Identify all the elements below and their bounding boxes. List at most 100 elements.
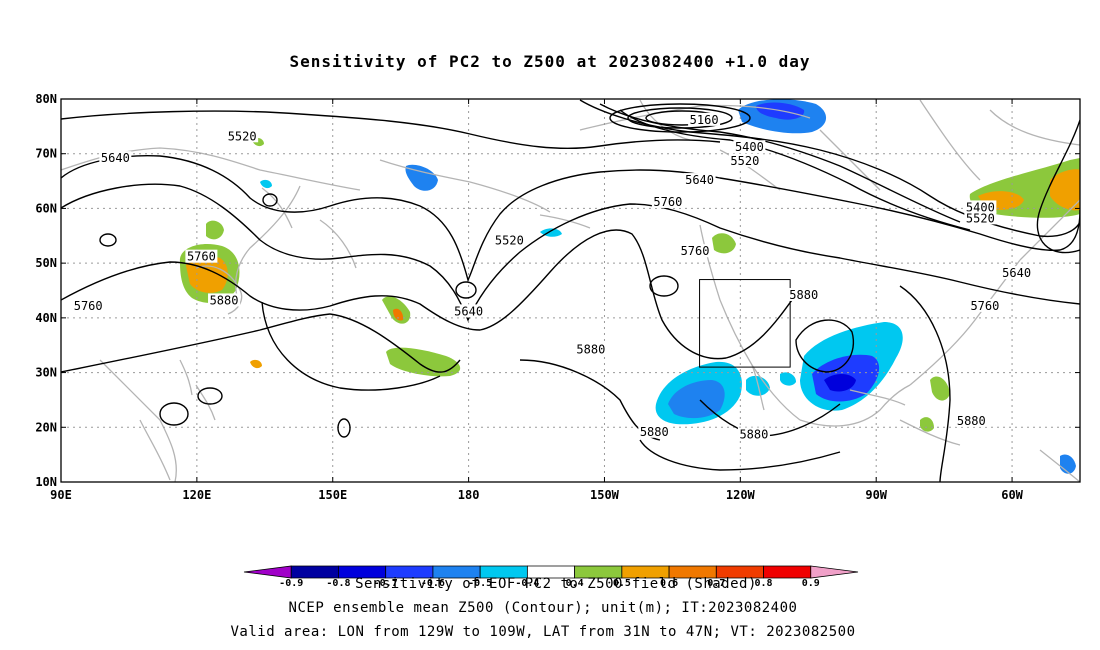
contour-label: 5520 — [966, 211, 995, 225]
colorbar-label: 0.8 — [755, 578, 773, 589]
contour-label: 5760 — [970, 299, 999, 313]
coastline-segment — [919, 99, 981, 181]
coastline-segment — [235, 185, 301, 301]
contour-label-bg — [728, 153, 761, 167]
contour-line — [619, 109, 971, 231]
lat-tick-label: 30N — [35, 366, 57, 380]
coastline-segment — [819, 129, 881, 191]
contour-label-bg — [452, 304, 485, 318]
contour-closed — [455, 281, 477, 299]
contour-closed — [649, 275, 679, 297]
colorbar-label: 0.9 — [802, 578, 820, 589]
contour-label-bg — [99, 151, 132, 165]
contour-label: 5640 — [454, 304, 483, 318]
coastline-segment — [579, 104, 811, 131]
contour-labels: 5520564055205160540055205640576057605760… — [72, 112, 1033, 441]
contour-closed — [159, 402, 189, 426]
sensitivity-region — [756, 102, 805, 120]
contour-label-bg — [493, 233, 526, 247]
contour-line — [61, 110, 721, 150]
sensitivity-region — [780, 372, 796, 386]
sensitivity-region — [668, 380, 725, 419]
sensitivity-region — [930, 376, 950, 401]
coastline-segment — [719, 149, 781, 191]
coastline-segment — [751, 364, 765, 411]
colorbar-segment — [290, 565, 339, 579]
coastline-segment — [195, 265, 243, 315]
contour-label-bg — [964, 211, 997, 225]
contour-label: 5640 — [685, 173, 714, 187]
contour-label-bg — [651, 194, 684, 208]
contour-label: 5640 — [1002, 266, 1031, 280]
contour-label-bg — [688, 112, 721, 126]
contour-line — [61, 183, 1080, 322]
sensitivity-region — [186, 255, 228, 293]
contour-label-bg — [683, 173, 716, 187]
contour-label: 5880 — [957, 414, 986, 428]
colorbar-label: 0.7 — [707, 578, 725, 589]
map-ticks: 90E 120E 150E 180 150W 120W 90W 60W 80N 70N 60N 50N… — [35, 92, 1080, 502]
lon-tick-label: 90W — [865, 488, 887, 502]
lat-tick-label: 80N — [35, 92, 57, 106]
contour-label: 5880 — [739, 427, 768, 441]
lat-tick-label: 50N — [35, 256, 57, 270]
colorbar-label: -0.6 — [421, 578, 445, 589]
contour-closed — [627, 107, 733, 129]
map-frame — [60, 98, 1081, 483]
lon-tick-label: 150E — [318, 488, 347, 502]
sensitivity-shading — [179, 99, 1080, 474]
contour-label: 5400 — [966, 200, 995, 214]
contour-label-bg — [737, 427, 770, 441]
lon-tick-label: 180 — [458, 488, 480, 502]
footer-line-3: Valid area: LON from 129W to 109W, LAT f… — [230, 624, 855, 640]
coastlines — [61, 99, 1080, 482]
contour-label-bg — [208, 293, 241, 307]
colorbar-label: -0.9 — [279, 578, 303, 589]
contour-line — [61, 313, 331, 373]
colorbar-label: 0.5 — [613, 578, 631, 589]
contour-label: 5880 — [210, 293, 239, 307]
contour-label-bg — [185, 249, 218, 263]
figure-title: Sensitivity of PC2 to Z500 at 2023082400… — [289, 52, 810, 71]
sensitivity-region — [260, 179, 272, 189]
colorbar: -0.9 -0.8 -0.7 -0.6 -0.5 -0.4 0.4 0.5 0.6 0.7 0.8 0… — [243, 565, 859, 589]
coastline-segment — [195, 384, 216, 421]
colorbar-label: -0.4 — [515, 578, 539, 589]
map-panel: 5520564055205160540055205640576057605760… — [61, 99, 1080, 482]
coastline-segment — [261, 187, 293, 229]
sensitivity-region — [1050, 169, 1080, 211]
coastline-segment — [989, 109, 1080, 146]
contour-label: 5520 — [730, 154, 759, 168]
sensitivity-region — [206, 220, 224, 240]
lat-tick-label: 70N — [35, 147, 57, 161]
contour-label: 5640 — [101, 151, 130, 165]
contour-label: 5880 — [789, 288, 818, 302]
contour-closed — [99, 233, 117, 247]
coastline-segment — [799, 384, 911, 427]
contour-closed — [337, 418, 351, 438]
contour-closed — [609, 103, 751, 133]
contour-label: 5760 — [74, 299, 103, 313]
coastline-segment — [379, 159, 551, 213]
contour-label: 5880 — [576, 343, 605, 357]
contour-label-bg — [733, 140, 766, 154]
coastline-segment — [699, 224, 801, 421]
contour-closed — [262, 193, 278, 207]
colorbar-label: 0.4 — [566, 578, 584, 589]
sensitivity-region — [250, 359, 262, 369]
footer-line-1: Sensitivity of EOF PC2 to Z500 field (Sh… — [355, 576, 757, 592]
lon-tick-label: 120W — [726, 488, 756, 502]
lon-tick-label: 60W — [1001, 488, 1023, 502]
colorbar-label: -0.5 — [468, 578, 492, 589]
contour-label: 5760 — [681, 244, 710, 258]
lon-tick-label: 90E — [50, 488, 72, 502]
lat-tick-label: 40N — [35, 311, 57, 325]
contour-label-bg — [226, 129, 259, 143]
sensitivity-region — [920, 417, 934, 432]
contour-line — [639, 439, 841, 471]
contour-line — [579, 99, 1080, 238]
footer-line-2: NCEP ensemble mean Z500 (Contour); unit(… — [289, 600, 798, 616]
coastline-segment — [179, 359, 193, 396]
sensitivity-region — [405, 164, 438, 191]
coastline-segment — [899, 419, 961, 446]
